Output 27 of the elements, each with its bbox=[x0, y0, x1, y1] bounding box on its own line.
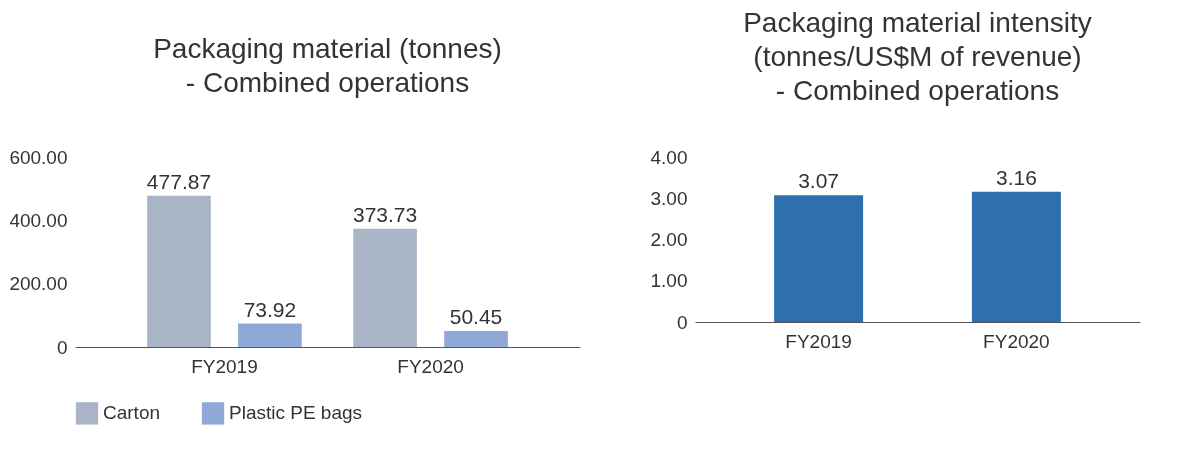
data-label: 477.87 bbox=[146, 169, 212, 193]
y-tick-label: 400.00 bbox=[9, 209, 68, 231]
chart-title: Packaging material intensity (tonnes/US$M of revenue) - Combined operations bbox=[743, 7, 1092, 106]
y-tick-label: 2.00 bbox=[650, 229, 688, 250]
legend-label: Plastic PE bags bbox=[229, 402, 363, 424]
y-tick-label: 3.00 bbox=[650, 187, 688, 209]
y-tick-label: 200.00 bbox=[9, 273, 68, 295]
data-label: 50.45 bbox=[449, 305, 503, 329]
y-tick-label: 4.00 bbox=[650, 146, 688, 168]
bar bbox=[444, 331, 508, 347]
x-tick-label: FY2019 bbox=[191, 355, 258, 377]
y-tick-label: 0 bbox=[56, 336, 68, 358]
data-label: 373.73 bbox=[352, 202, 418, 226]
data-label: 3.16 bbox=[995, 165, 1037, 189]
bar bbox=[353, 228, 417, 347]
x-tick-label: FY2019 bbox=[785, 330, 852, 352]
data-label: 3.07 bbox=[798, 169, 840, 193]
y-tick-label: 0 bbox=[676, 311, 688, 333]
legend-label: Carton bbox=[103, 402, 161, 424]
x-tick-label: FY2020 bbox=[983, 330, 1050, 352]
y-tick-label: 1.00 bbox=[650, 270, 688, 292]
bar bbox=[238, 323, 302, 347]
y-tick-label: 600.00 bbox=[9, 146, 68, 168]
bar bbox=[147, 195, 211, 347]
x-tick-label: FY2020 bbox=[397, 355, 464, 377]
data-label: 73.92 bbox=[243, 297, 297, 321]
chart-title: Packaging material (tonnes) - Combined operations bbox=[153, 33, 502, 98]
